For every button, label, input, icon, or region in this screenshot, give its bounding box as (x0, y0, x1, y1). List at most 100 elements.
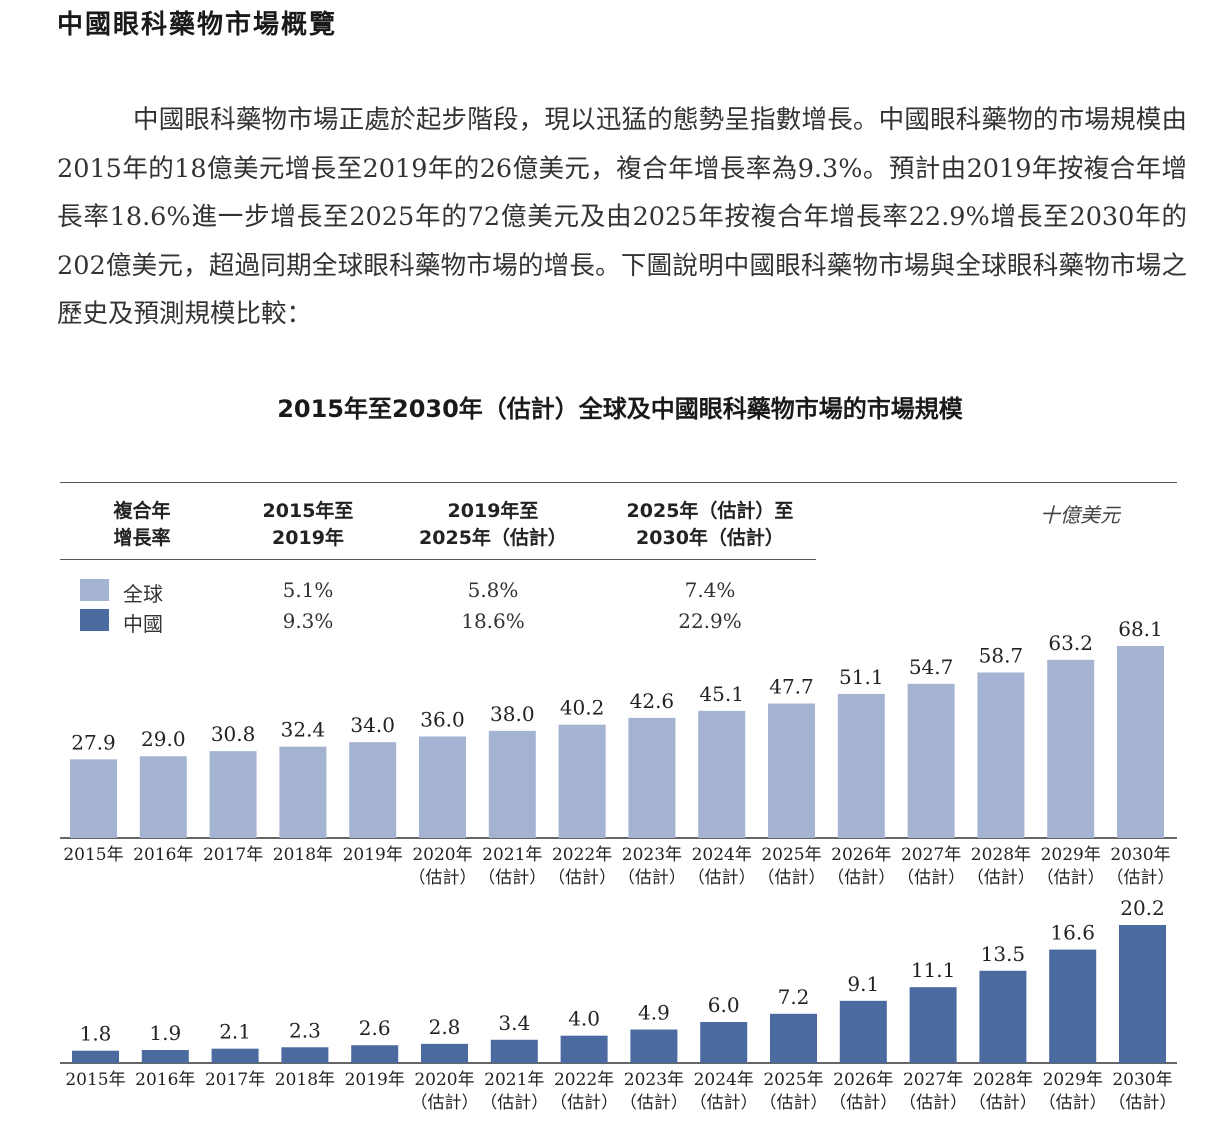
china-bar (421, 1043, 468, 1063)
cagr-header-label: 複合年 增長率 (113, 500, 171, 549)
global-category-label: 2025年 (761, 845, 821, 865)
china-value-label: 2.6 (359, 1016, 391, 1040)
global-bar (768, 703, 815, 838)
global-estimate-label: （估計） (1107, 868, 1175, 888)
table-header-rule (60, 559, 816, 560)
global-bar (698, 710, 746, 838)
china-bar (72, 1050, 119, 1063)
cagr-period-2015-2019: 2015年至 2019年 (262, 500, 354, 549)
global-bar (1117, 646, 1164, 838)
china-estimate-label: （估計） (1039, 1093, 1107, 1113)
global-bar (209, 751, 257, 838)
china-category-label: 2015年 (65, 1070, 125, 1090)
cagr-china-2019-2025: 18.6% (461, 609, 525, 633)
global-bar (628, 717, 676, 838)
china-bar (630, 1029, 678, 1063)
china-estimate-label: （估計） (480, 1093, 548, 1113)
china-bar (909, 987, 957, 1063)
china-estimate-label: （估計） (760, 1093, 828, 1113)
unit-label: 十億美元 (1040, 503, 1120, 527)
china-value-label: 4.9 (638, 1001, 670, 1025)
global-estimate-label: （估計） (688, 868, 756, 888)
global-category-label: 2027年 (901, 845, 961, 865)
global-category-label: 2026年 (831, 845, 891, 865)
global-bar (1047, 659, 1095, 838)
intro-paragraph: 中國眼科藥物市場正處於起步階段，現以迅猛的態勢呈指數增長。中國眼科藥物的市場規模… (57, 105, 1187, 329)
global-category-label: 2019年 (343, 845, 403, 865)
cagr-china-2015-2019: 9.3% (282, 609, 334, 633)
global-bar (70, 759, 117, 838)
global-category-label: 2020年 (412, 845, 472, 865)
china-bar (1049, 949, 1097, 1063)
china-value-label: 1.8 (80, 1022, 112, 1046)
global-value-label: 36.0 (420, 708, 465, 732)
global-estimate-label: （估計） (1037, 868, 1105, 888)
china-estimate-label: （估計） (899, 1093, 967, 1113)
china-category-label: 2028年 (973, 1070, 1033, 1090)
global-estimate-label: （估計） (897, 868, 965, 888)
global-value-label: 45.1 (699, 682, 744, 706)
global-category-label: 2018年 (273, 845, 333, 865)
global-bar (837, 693, 885, 838)
global-value-label: 54.7 (909, 655, 954, 679)
table-top-rule (60, 482, 1177, 483)
china-bar (979, 970, 1027, 1063)
global-category-label: 2017年 (203, 845, 263, 865)
china-category-label: 2017年 (205, 1070, 265, 1090)
global-category-label: 2015年 (63, 845, 123, 865)
global-bar (558, 724, 606, 838)
china-category-label: 2027年 (903, 1070, 963, 1090)
global-value-label: 63.2 (1048, 631, 1093, 655)
china-estimate-label: （估計） (411, 1093, 479, 1113)
china-category-label: 2020年 (414, 1070, 474, 1090)
global-estimate-label: （估計） (409, 868, 477, 888)
china-bar (141, 1050, 189, 1063)
cagr-global-2019-2025: 5.8% (467, 578, 519, 602)
global-value-label: 47.7 (769, 675, 814, 699)
global-category-label: 2028年 (971, 845, 1031, 865)
cagr-period-2025-2030: 2025年（估計）至 2030年（估計） (626, 500, 794, 549)
china-value-label: 2.1 (219, 1020, 251, 1044)
china-bar (281, 1047, 329, 1063)
cagr-period-2019-2025: 2019年至 2025年（估計） (419, 500, 567, 549)
global-value-label: 38.0 (490, 702, 535, 726)
global-estimate-label: （估計） (478, 868, 546, 888)
section-heading: 中國眼科藥物市場概覽 (57, 10, 338, 40)
china-value-label: 1.9 (149, 1021, 181, 1045)
legend-label-global: 全球 (123, 582, 163, 606)
china-value-label: 13.5 (981, 942, 1026, 966)
china-category-label: 2019年 (345, 1070, 405, 1090)
china-bar (839, 1000, 887, 1063)
cagr-global-2015-2019: 5.1% (282, 578, 334, 602)
global-category-label: 2024年 (692, 845, 752, 865)
global-category-label: 2030年 (1110, 845, 1170, 865)
global-value-label: 42.6 (630, 689, 675, 713)
global-bar (907, 683, 955, 838)
china-value-label: 3.4 (498, 1011, 530, 1035)
china-bar (490, 1039, 538, 1063)
legend-swatch-china (80, 609, 109, 631)
china-category-label: 2030年 (1112, 1070, 1172, 1090)
china-estimate-label: （估計） (829, 1093, 897, 1113)
china-category-label: 2029年 (1043, 1070, 1103, 1090)
china-category-label: 2024年 (694, 1070, 754, 1090)
global-bar (419, 736, 466, 838)
china-value-label: 9.1 (847, 972, 879, 996)
china-value-label: 2.8 (429, 1015, 461, 1039)
china-category-label: 2022年 (554, 1070, 614, 1090)
china-bar (560, 1035, 608, 1063)
china-estimate-label: （估計） (690, 1093, 758, 1113)
global-value-label: 27.9 (71, 730, 116, 754)
china-category-label: 2025年 (763, 1070, 823, 1090)
global-category-label: 2023年 (622, 845, 682, 865)
china-category-label: 2026年 (833, 1070, 893, 1090)
global-estimate-label: （估計） (827, 868, 895, 888)
global-value-label: 29.0 (141, 727, 186, 751)
legend-label-china: 中國 (123, 612, 163, 636)
global-value-label: 30.8 (211, 722, 256, 746)
china-bar (700, 1022, 748, 1063)
china-value-label: 6.0 (708, 993, 740, 1017)
global-value-label: 68.1 (1118, 617, 1163, 641)
china-value-label: 20.2 (1120, 896, 1165, 920)
global-bar (279, 746, 327, 838)
